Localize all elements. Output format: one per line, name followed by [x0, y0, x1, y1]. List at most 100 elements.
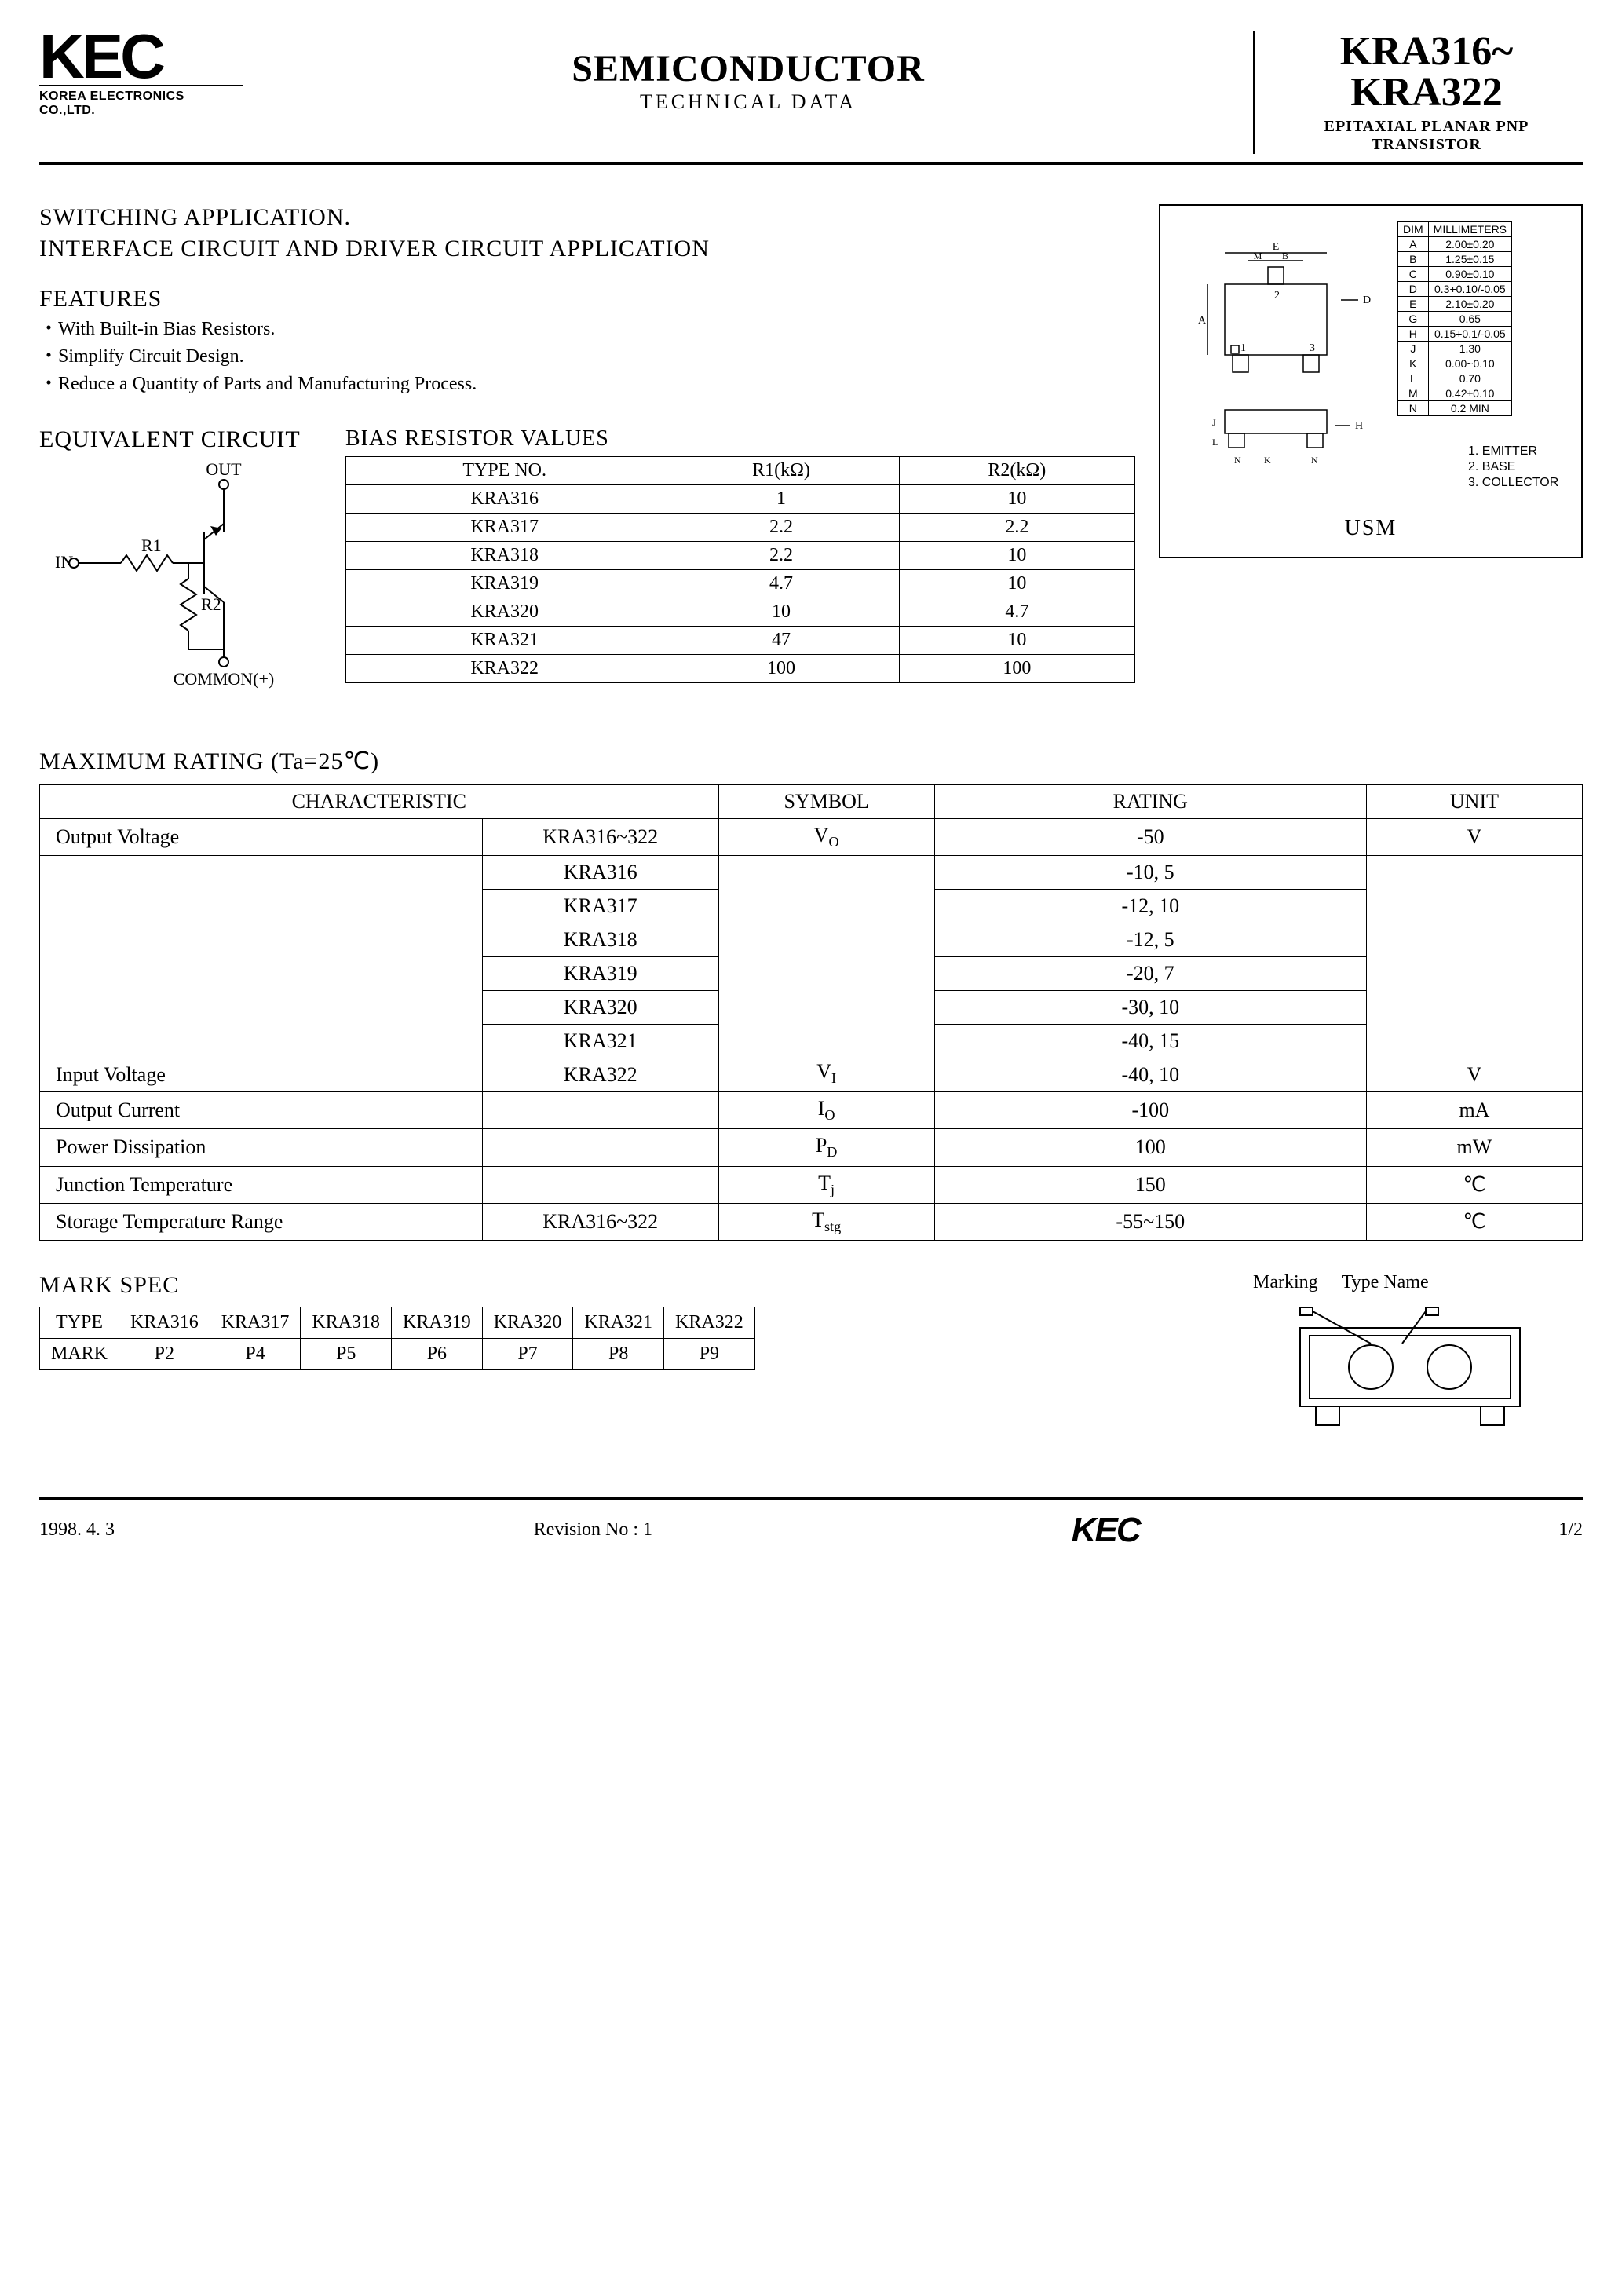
- maxr-symbol: PD: [718, 1129, 934, 1166]
- label-in: IN: [55, 552, 73, 572]
- bias-cell: 4.7: [899, 598, 1134, 627]
- features-title: FEATURES: [39, 286, 1135, 313]
- logo-block: KEC KOREA ELECTRONICS CO.,LTD.: [39, 31, 243, 118]
- bias-cell: 100: [663, 655, 899, 683]
- mark-cell: P8: [573, 1338, 664, 1369]
- dimension-table: DIMMILLIMETERSA2.00±0.20B1.25±0.15C0.90±…: [1397, 221, 1512, 416]
- svg-text:N: N: [1311, 455, 1318, 466]
- dim-cell: 0.42±0.10: [1428, 386, 1511, 401]
- mark-cell: P5: [301, 1338, 392, 1369]
- maxr-char: Power Dissipation: [40, 1129, 483, 1166]
- bias-cell: 47: [663, 627, 899, 655]
- mark-col-header: KRA316: [119, 1307, 210, 1338]
- bias-cell: KRA320: [346, 598, 663, 627]
- mark-row-label: MARK: [40, 1338, 119, 1369]
- label-common: COMMON(+): [174, 669, 275, 689]
- svg-text:K: K: [1264, 455, 1271, 466]
- bias-cell: 100: [899, 655, 1134, 683]
- bias-cell: 2.2: [663, 514, 899, 542]
- dim-cell: 0.2 MIN: [1428, 401, 1511, 416]
- package-drawing: 1 2 3 E M B A: [1170, 221, 1390, 492]
- maxr-rating: -10, 5: [934, 856, 1366, 890]
- svg-text:2: 2: [1274, 290, 1280, 302]
- part-description: EPITAXIAL PLANAR PNP TRANSISTOR: [1270, 118, 1583, 154]
- maxr-symbol: IO: [718, 1092, 934, 1129]
- svg-text:M: M: [1254, 250, 1262, 261]
- maxr-char: Input Voltage: [40, 856, 483, 1092]
- table-row: L0.70: [1398, 371, 1512, 386]
- table-row: MARKP2P4P5P6P7P8P9: [40, 1338, 755, 1369]
- feature-item: With Built-in Bias Resistors.: [39, 313, 1135, 340]
- dim-cell: K: [1398, 356, 1429, 371]
- mark-spec-title: MARK SPEC: [39, 1272, 1222, 1299]
- max-rating-table: CHARACTERISTICSYMBOLRATINGUNITOutput Vol…: [39, 784, 1583, 1241]
- svg-text:A: A: [1198, 315, 1207, 327]
- mark-cell: P9: [664, 1338, 755, 1369]
- label-r1: R1: [141, 536, 162, 555]
- table-row: Output VoltageKRA316~322VO-50V: [40, 819, 1583, 856]
- bias-cell: 10: [899, 485, 1134, 514]
- feature-list: With Built-in Bias Resistors.Simplify Ci…: [39, 313, 1135, 395]
- maxr-rating: -12, 10: [934, 890, 1366, 923]
- svg-text:N: N: [1234, 455, 1241, 466]
- header-center: SEMICONDUCTOR TECHNICAL DATA: [243, 31, 1253, 114]
- maxr-symbol: Tj: [718, 1166, 934, 1203]
- dim-cell: D: [1398, 282, 1429, 297]
- dim-cell: C: [1398, 267, 1429, 282]
- bias-col-header: TYPE NO.: [346, 457, 663, 485]
- mark-cell: P6: [392, 1338, 483, 1369]
- part-number-bottom: KRA322: [1270, 72, 1583, 113]
- bias-cell: 10: [899, 627, 1134, 655]
- table-row: Storage Temperature RangeKRA316~322Tstg-…: [40, 1203, 1583, 1240]
- maxr-rating: -55~150: [934, 1203, 1366, 1240]
- maxr-unit: mA: [1366, 1092, 1582, 1129]
- document-subtitle: TECHNICAL DATA: [243, 90, 1253, 114]
- feature-item: Simplify Circuit Design.: [39, 340, 1135, 367]
- maxr-col-header: RATING: [934, 785, 1366, 819]
- bias-cell: 10: [899, 542, 1134, 570]
- table-row: Output CurrentIO-100mA: [40, 1092, 1583, 1129]
- mark-col-header: TYPE: [40, 1307, 119, 1338]
- label-out: OUT: [206, 461, 242, 479]
- bias-table-title: BIAS RESISTOR VALUES: [345, 426, 1135, 452]
- mark-col-header: KRA318: [301, 1307, 392, 1338]
- bias-cell: 1: [663, 485, 899, 514]
- package-outline-box: 1 2 3 E M B A: [1159, 204, 1583, 558]
- bias-cell: KRA316: [346, 485, 663, 514]
- bias-cell: KRA322: [346, 655, 663, 683]
- maxr-type: KRA319: [482, 957, 718, 991]
- document-title: SEMICONDUCTOR: [243, 47, 1253, 90]
- label-marking: Marking: [1253, 1272, 1318, 1293]
- maxr-type: KRA322: [482, 1058, 718, 1092]
- table-row: N0.2 MIN: [1398, 401, 1512, 416]
- dim-cell: 1.30: [1428, 342, 1511, 356]
- table-row: H0.15+0.1/-0.05: [1398, 327, 1512, 342]
- bias-cell: 2.2: [663, 542, 899, 570]
- maxr-unit: ℃: [1366, 1166, 1582, 1203]
- dim-cell: 0.00~0.10: [1428, 356, 1511, 371]
- svg-text:E: E: [1273, 241, 1280, 253]
- maxr-rating: 100: [934, 1129, 1366, 1166]
- table-row: KRA3194.710: [346, 570, 1135, 598]
- svg-text:L: L: [1212, 437, 1218, 448]
- svg-text:3: 3: [1310, 342, 1315, 354]
- dim-cell: 1.25±0.15: [1428, 252, 1511, 267]
- dim-cell: J: [1398, 342, 1429, 356]
- maxr-rating: -40, 10: [934, 1058, 1366, 1092]
- maxr-char: Storage Temperature Range: [40, 1203, 483, 1240]
- label-r2: R2: [201, 594, 221, 614]
- dim-cell: G: [1398, 312, 1429, 327]
- maxr-type: KRA321: [482, 1025, 718, 1058]
- bias-cell: 4.7: [663, 570, 899, 598]
- table-row: KRA3214710: [346, 627, 1135, 655]
- maxr-unit: mW: [1366, 1129, 1582, 1166]
- mark-cell: P7: [482, 1338, 573, 1369]
- footer-revision: Revision No : 1: [534, 1519, 652, 1541]
- pin-label: 3. COLLECTOR: [1468, 476, 1558, 490]
- bias-cell: 2.2: [899, 514, 1134, 542]
- dimension-table-wrap: DIMMILLIMETERSA2.00±0.20B1.25±0.15C0.90±…: [1397, 221, 1558, 492]
- maxr-type: KRA316~322: [482, 1203, 718, 1240]
- maxr-col-header: CHARACTERISTIC: [40, 785, 719, 819]
- maxr-type: KRA320: [482, 991, 718, 1025]
- maxr-unit: V: [1366, 819, 1582, 856]
